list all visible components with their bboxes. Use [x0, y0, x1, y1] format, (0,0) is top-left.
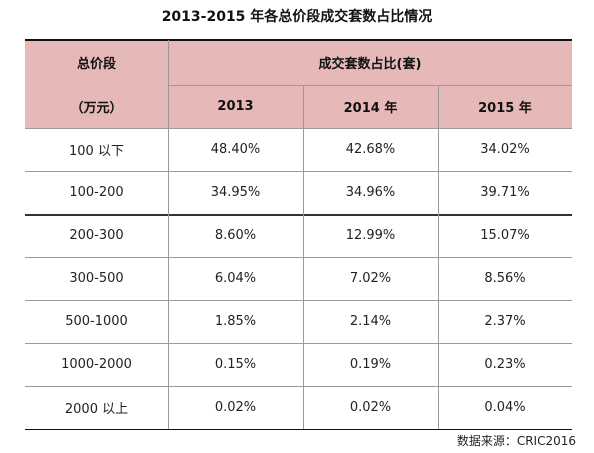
value-cell: 0.23%: [484, 357, 526, 372]
header-cell: 2013: [168, 85, 303, 128]
border-line: [25, 39, 572, 41]
value-cell: 2.14%: [349, 314, 392, 329]
value-cell: 34.02%: [480, 142, 530, 157]
header-cell: 2015 年: [438, 85, 572, 128]
value-cell: 1.85%: [214, 314, 257, 329]
row-label: 1000-2000: [61, 357, 132, 372]
value-cell: 0.15%: [214, 357, 257, 372]
value-cell: 34.96%: [345, 185, 396, 200]
border-line: [25, 429, 572, 430]
row-label: 100 以下: [69, 144, 124, 159]
grid-line: [438, 85, 439, 429]
value-cell: 0.02%: [214, 400, 257, 415]
header-cell: 总价段: [25, 40, 168, 85]
header-cell: 2014 年: [303, 85, 438, 128]
value-cell: 2.37%: [484, 314, 526, 329]
table-title: 2013-2015 年各总价段成交套数占比情况: [161, 9, 433, 25]
row-label: 300-500: [69, 271, 124, 286]
value-cell: 7.02%: [349, 271, 392, 286]
grid-line: [25, 128, 572, 129]
header-cell: （万元）: [25, 85, 168, 128]
grid-line: [25, 343, 572, 344]
grid-line: [168, 40, 169, 429]
value-cell: 15.07%: [480, 228, 530, 243]
value-cell: 12.99%: [345, 228, 396, 243]
value-cell: 8.60%: [214, 228, 257, 243]
value-cell: 48.40%: [210, 142, 261, 157]
value-cell: 8.56%: [484, 271, 526, 286]
grid-line: [25, 214, 572, 216]
value-cell: 42.68%: [345, 142, 396, 157]
header-cell: 成交套数占比(套): [168, 40, 572, 85]
grid-line: [303, 85, 304, 429]
value-cell: 0.02%: [349, 400, 392, 415]
row-label: 100-200: [69, 185, 124, 200]
value-cell: 0.04%: [484, 400, 526, 415]
row-label: 2000 以上: [64, 402, 129, 417]
row-label: 200-300: [69, 228, 124, 243]
row-label: 500-1000: [65, 314, 128, 329]
value-cell: 6.04%: [214, 271, 257, 286]
value-cell: 34.95%: [210, 185, 261, 200]
source-note: 数据来源：CRIC2016: [456, 434, 576, 448]
value-cell: 0.19%: [349, 357, 392, 372]
grid-line: [25, 171, 572, 172]
grid-line: [168, 85, 572, 86]
grid-line: [25, 386, 572, 387]
grid-line: [25, 300, 572, 301]
grid-line: [25, 257, 572, 258]
value-cell: 39.71%: [480, 185, 530, 200]
